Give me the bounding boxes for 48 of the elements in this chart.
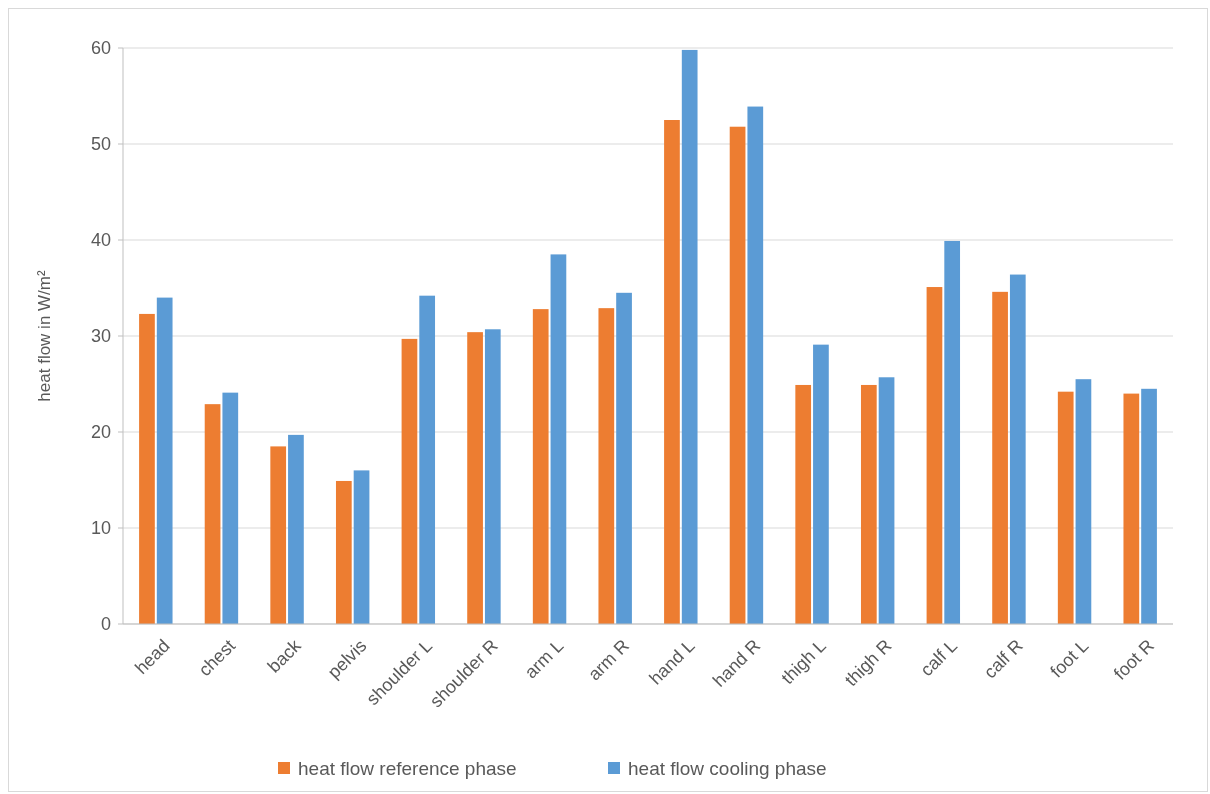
y-tick-label: 40 <box>90 230 111 251</box>
legend-label: heat flow reference phase <box>298 757 517 779</box>
x-tick-label: arm R <box>584 635 633 685</box>
bar <box>204 404 221 624</box>
bar <box>335 480 352 624</box>
bar <box>139 313 155 624</box>
bar <box>467 332 483 624</box>
x-tick-label: calf L <box>916 635 962 681</box>
x-tick-label: foot L <box>1046 635 1093 682</box>
y-tick-label: 60 <box>90 38 111 59</box>
bar <box>926 287 943 624</box>
bar <box>532 309 549 624</box>
y-tick-label: 20 <box>90 422 111 443</box>
y-axis-title: heat flow in W/m² <box>35 270 54 402</box>
bar <box>484 329 501 624</box>
x-tick-label: arm L <box>520 635 568 683</box>
bar <box>1075 379 1092 624</box>
bar <box>1009 274 1026 624</box>
bar <box>1141 388 1157 624</box>
bar <box>598 308 615 624</box>
bar <box>860 384 877 624</box>
bar <box>270 446 287 624</box>
bar <box>944 240 961 624</box>
bar <box>419 295 436 624</box>
x-tick-label: foot R <box>1109 635 1158 684</box>
y-tick-label: 10 <box>90 518 111 539</box>
bar <box>681 49 698 624</box>
bar <box>992 291 1008 624</box>
bar <box>813 344 829 624</box>
bar <box>747 106 764 624</box>
y-tick-label: 0 <box>100 614 111 635</box>
bar <box>156 297 173 624</box>
bar <box>795 384 812 624</box>
y-tick-label: 30 <box>90 326 111 347</box>
bar <box>878 377 895 624</box>
bar <box>288 434 304 624</box>
bar <box>729 126 746 624</box>
bar <box>353 470 370 624</box>
bar <box>1057 391 1074 624</box>
legend-label: heat flow cooling phase <box>628 757 827 779</box>
bar <box>222 392 239 624</box>
bar <box>616 292 632 624</box>
bar <box>1123 393 1140 624</box>
bar <box>401 338 418 624</box>
x-tick-label: calf R <box>980 635 1027 683</box>
bar <box>664 120 680 624</box>
bar <box>550 254 567 624</box>
y-tick-label: 50 <box>90 134 111 155</box>
